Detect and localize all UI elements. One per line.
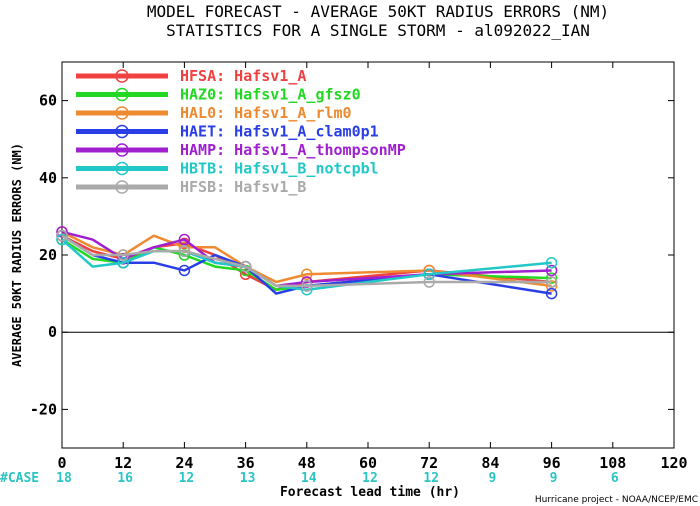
data-point: [545, 264, 558, 277]
series-layer: [56, 226, 558, 300]
case-count: 12: [423, 471, 439, 486]
y-axis: -20 0 20 40 60: [30, 92, 674, 418]
legend-entry: HAL0: Hafsv1_A_rlm0: [180, 104, 352, 122]
data-point: [545, 287, 558, 300]
y-tick-label: 20: [39, 246, 57, 264]
case-count: 12: [362, 471, 378, 486]
data-point: [545, 256, 558, 269]
chart-title-line1: MODEL FORECAST - AVERAGE 50KT RADIUS ERR…: [147, 2, 609, 21]
data-point: [178, 233, 191, 246]
legend-swatch-marker: [115, 161, 129, 176]
x-tick-label: 108: [599, 454, 626, 472]
case-count: 16: [117, 471, 133, 486]
x-tick-label: 60: [359, 454, 377, 472]
x-tick-label: 84: [481, 454, 499, 472]
legend-swatch-marker: [115, 124, 129, 139]
case-count: 9: [550, 471, 558, 486]
x-tick-label: 36: [237, 454, 255, 472]
legend-entry: HFSB: Hafsv1_B: [180, 178, 306, 196]
series-haet: [56, 229, 558, 300]
legend-entry: HAET: Hafsv1_A_clam0p1: [180, 123, 379, 141]
y-tick-label: 40: [39, 169, 57, 187]
legend-entry: HAMP: Hafsv1_A_thompsonMP: [180, 141, 406, 159]
x-tick-label: 72: [420, 454, 438, 472]
case-count: 18: [56, 471, 72, 486]
data-point: [423, 268, 435, 281]
data-point: [178, 245, 191, 257]
case-row-label: #CASE: [0, 471, 39, 486]
case-counts: #CASE 18 16 12 13 14 12 12 9 9 6: [0, 471, 619, 486]
y-axis-label: AVERAGE 50KT RADIUS ERRORS (NM): [10, 143, 24, 367]
legend-swatch-marker: [115, 106, 129, 120]
x-tick-label: 120: [660, 454, 687, 472]
data-point: [423, 276, 435, 288]
case-count: 13: [240, 471, 256, 486]
credit-text: Hurricane project - NOAA/NCEP/EMC: [535, 495, 698, 505]
case-count: 14: [301, 471, 317, 486]
chart-title-line2: STATISTICS FOR A SINGLE STORM - al092022…: [166, 21, 590, 40]
legend-swatch-marker: [115, 143, 129, 157]
y-tick-label: 0: [48, 323, 57, 341]
series-line: [61, 234, 552, 295]
x-axis-label: Forecast lead time (hr): [280, 485, 460, 500]
data-point: [301, 268, 313, 281]
x-tick-label: 0: [57, 454, 66, 472]
x-tick-label: 96: [543, 454, 561, 472]
legend-entry: HBTB: Hafsv1_B_notcpbl: [180, 160, 379, 178]
data-point: [545, 276, 558, 288]
legend-entry: HFSA: Hafsv1_A: [180, 67, 306, 85]
plot-frame: [61, 61, 675, 449]
data-point: [301, 280, 313, 292]
case-count: 6: [611, 471, 619, 486]
legend-entry: HAZ0: Hafsv1_A_gfsz0: [180, 86, 361, 104]
case-count: 12: [179, 471, 195, 486]
y-tick-label: 60: [39, 92, 57, 110]
case-count: 9: [488, 471, 496, 486]
legend-swatch-marker: [115, 69, 129, 83]
series-hfsb: [56, 229, 558, 292]
data-point: [178, 264, 191, 277]
legend-swatch-marker: [115, 180, 129, 194]
data-point: [117, 249, 129, 261]
data-point: [239, 260, 252, 273]
y-tick-label: -20: [30, 400, 57, 418]
x-tick-label: 48: [298, 454, 316, 472]
x-tick-label: 12: [114, 454, 132, 472]
x-axis: 0 12 24 36 48 60 72 84 96 108 120: [57, 62, 688, 472]
data-point: [117, 256, 129, 269]
series-line: [61, 234, 552, 288]
x-tick-label: 24: [175, 454, 193, 472]
legend-swatch-marker: [115, 87, 129, 102]
data-point: [56, 229, 68, 242]
